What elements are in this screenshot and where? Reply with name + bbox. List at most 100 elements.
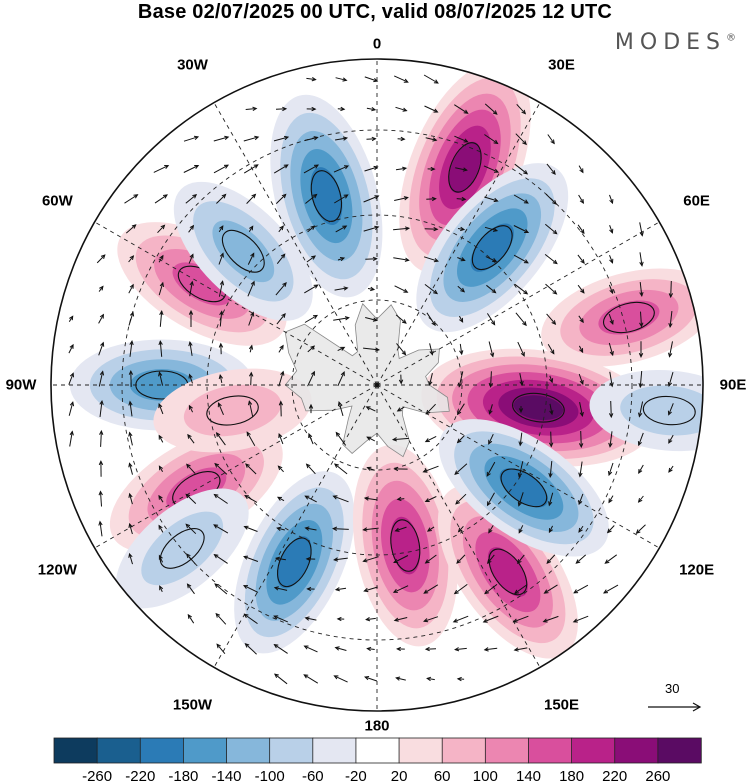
wind-vector	[485, 256, 498, 262]
wind-vector	[637, 432, 644, 447]
longitude-label: 90W	[5, 376, 37, 394]
wind-vector	[158, 524, 164, 533]
wind-vector	[367, 286, 376, 292]
wind-vector	[427, 166, 436, 172]
wind-vector	[423, 584, 439, 594]
wind-vector	[213, 164, 230, 174]
wind-vector	[128, 283, 134, 294]
wind-vector	[429, 343, 434, 356]
longitude-label: 60E	[683, 192, 710, 209]
wind-vector	[188, 404, 194, 413]
wind-vector	[304, 495, 317, 503]
longitude-label: 120E	[679, 561, 715, 578]
wind-vector	[667, 403, 674, 416]
wind-vector	[516, 103, 527, 115]
meridian-line	[376, 102, 541, 386]
wind-vector	[248, 311, 255, 326]
wind-vector	[273, 164, 289, 174]
wind-vector	[306, 106, 317, 112]
wind-vector	[396, 406, 405, 412]
wind-vector	[667, 371, 674, 387]
meridian-line	[376, 384, 541, 668]
wind-vector	[128, 311, 135, 326]
wind-vector	[307, 345, 316, 353]
wind-vector	[335, 77, 348, 82]
wind-vector	[608, 342, 614, 357]
wind-vector	[189, 280, 194, 297]
anomaly-contour	[183, 384, 282, 437]
wind-vector	[578, 525, 584, 533]
wind-vector	[307, 370, 315, 387]
wind-vector	[609, 371, 614, 388]
longitude-label: 30W	[177, 56, 208, 74]
wind-vector	[216, 193, 227, 204]
wind-vector	[543, 584, 558, 594]
wind-vector	[517, 492, 524, 507]
wind-vector	[98, 285, 104, 292]
wind-vector	[454, 463, 468, 475]
anomaly-contour	[470, 223, 514, 272]
wind-vector	[395, 676, 406, 681]
wind-vector	[517, 461, 524, 478]
wind-vector	[96, 254, 106, 264]
wind-vector	[273, 586, 288, 591]
wind-vector	[188, 224, 195, 233]
colorbar-swatch	[269, 737, 314, 764]
wind-vector	[336, 616, 345, 622]
wind-vector	[486, 554, 495, 564]
wind-vector	[397, 136, 406, 142]
wind-vector	[158, 340, 163, 357]
wind-vector	[393, 466, 408, 472]
wind-vector	[606, 525, 615, 534]
wind-vector	[608, 431, 613, 448]
wind-vector	[484, 226, 499, 232]
wind-reference-arrow	[648, 702, 702, 712]
wind-vector	[548, 375, 554, 384]
wind-vector	[216, 643, 226, 655]
wind-vector	[158, 434, 164, 443]
anomaly-center	[589, 370, 703, 452]
wind-vector	[668, 341, 673, 358]
longitude-label: 90E	[719, 376, 747, 394]
wind-vector	[545, 193, 557, 205]
wind-vector	[637, 495, 644, 503]
anomaly-contour	[141, 511, 224, 586]
wind-vector	[128, 255, 135, 263]
anomaly-streamline	[448, 142, 482, 193]
colorbar-tick-label: -60	[302, 768, 324, 783]
wind-vector	[609, 255, 614, 264]
wind-vector	[424, 496, 437, 502]
anomaly-center	[438, 419, 609, 557]
wind-vector	[276, 313, 286, 325]
anomaly-streamline	[310, 170, 343, 222]
wind-vector	[456, 676, 465, 682]
wind-vector	[454, 135, 469, 143]
wind-vector	[668, 465, 674, 473]
wind-vector	[458, 315, 464, 323]
wind-vector	[484, 103, 498, 115]
wind-vector	[334, 194, 349, 204]
wind-vector	[278, 433, 284, 445]
wind-vector	[333, 316, 350, 321]
wind-vector	[243, 613, 258, 625]
wind-vector	[482, 615, 499, 623]
anomaly-center	[234, 471, 355, 654]
wind-vector	[455, 493, 467, 505]
wind-vector	[243, 555, 259, 562]
colorbar-swatch	[657, 737, 702, 764]
wind-vector	[337, 400, 344, 417]
wind-vector	[488, 371, 493, 388]
anomaly-contour	[277, 536, 312, 589]
wind-vector	[573, 584, 589, 594]
wind-vector	[186, 583, 195, 595]
anomaly-streamline	[512, 392, 565, 423]
anomaly-center	[153, 368, 312, 453]
wind-vector	[392, 585, 409, 593]
wind-vector	[214, 462, 228, 475]
wind-vector	[185, 523, 197, 535]
colorbar-swatch	[528, 737, 573, 764]
wind-vector	[218, 225, 224, 233]
wind-vector	[128, 492, 133, 505]
wind-vector	[366, 466, 375, 471]
